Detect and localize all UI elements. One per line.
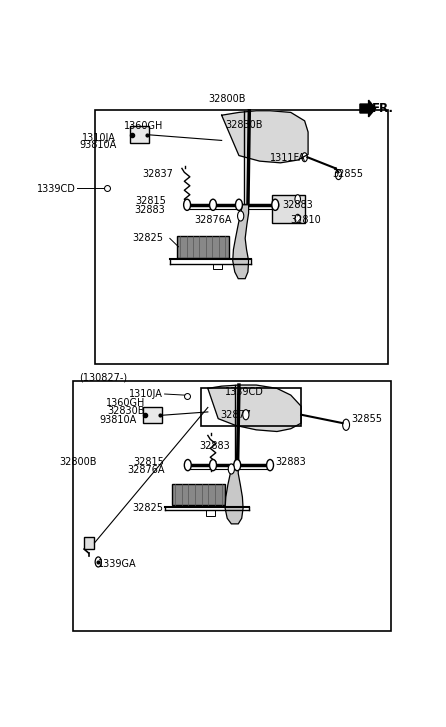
Text: 32855: 32855: [351, 414, 382, 424]
Text: 32815: 32815: [136, 196, 166, 206]
Bar: [84, 537, 95, 549]
Circle shape: [295, 195, 301, 204]
Text: 1310JA: 1310JA: [83, 132, 116, 142]
Text: 1310JA: 1310JA: [129, 389, 163, 399]
Text: 1360GH: 1360GH: [106, 398, 145, 408]
Text: 32876A: 32876A: [194, 215, 231, 225]
Circle shape: [184, 199, 190, 210]
Text: 1339CD: 1339CD: [37, 184, 76, 194]
Text: 32825: 32825: [132, 233, 163, 244]
Bar: [201, 388, 301, 427]
Circle shape: [234, 459, 241, 470]
Polygon shape: [233, 205, 248, 278]
Bar: [73, 380, 391, 631]
Circle shape: [335, 169, 342, 180]
Circle shape: [302, 153, 307, 161]
Bar: [143, 407, 162, 423]
Text: 32855: 32855: [332, 169, 363, 179]
Circle shape: [238, 211, 244, 221]
Circle shape: [228, 464, 235, 474]
Bar: [172, 484, 225, 505]
Circle shape: [235, 199, 243, 210]
Bar: [206, 510, 215, 516]
Circle shape: [295, 214, 301, 223]
Text: 32815: 32815: [134, 457, 165, 467]
Circle shape: [272, 199, 279, 210]
Polygon shape: [222, 111, 308, 163]
Text: 32830B: 32830B: [225, 120, 263, 130]
Text: 32800B: 32800B: [60, 457, 97, 467]
Circle shape: [210, 199, 216, 210]
Text: 32883: 32883: [275, 457, 306, 467]
Text: 32883: 32883: [199, 441, 230, 451]
Text: FR.: FR.: [372, 102, 394, 115]
Circle shape: [184, 459, 191, 470]
Circle shape: [343, 419, 350, 430]
Text: 32825: 32825: [132, 503, 163, 513]
Circle shape: [210, 459, 216, 470]
Circle shape: [267, 459, 273, 470]
Text: 32883: 32883: [282, 200, 313, 210]
Polygon shape: [225, 465, 243, 524]
Text: 32837: 32837: [142, 169, 173, 179]
Text: (130827-): (130827-): [79, 372, 128, 382]
Text: 1339CD: 1339CD: [225, 387, 264, 398]
Text: 32877: 32877: [220, 410, 251, 419]
Text: 1311FA: 1311FA: [270, 153, 306, 164]
Polygon shape: [272, 195, 305, 222]
Bar: [95, 110, 388, 364]
Bar: [177, 236, 229, 258]
Polygon shape: [360, 100, 376, 117]
Text: 32800B: 32800B: [208, 94, 246, 104]
Text: 1339GA: 1339GA: [98, 559, 137, 569]
Text: 93810A: 93810A: [100, 415, 137, 425]
Text: 32830B: 32830B: [107, 406, 145, 416]
Bar: [130, 126, 149, 143]
Text: 32810: 32810: [291, 215, 322, 225]
Text: 93810A: 93810A: [79, 140, 116, 150]
Bar: [213, 264, 222, 269]
Polygon shape: [208, 385, 301, 432]
Text: 1360GH: 1360GH: [124, 121, 163, 132]
Circle shape: [95, 557, 101, 567]
Text: 32883: 32883: [134, 205, 165, 215]
Circle shape: [243, 410, 249, 419]
Text: 32876A: 32876A: [127, 465, 165, 475]
